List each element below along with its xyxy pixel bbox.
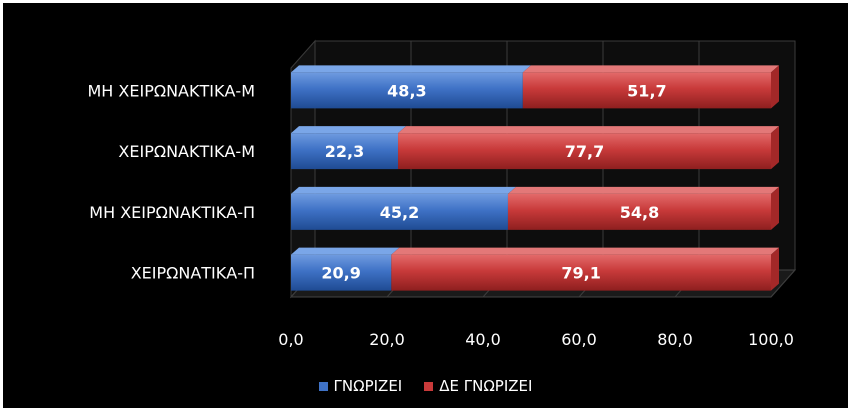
bar-end-face xyxy=(771,247,779,291)
data-label: 45,2 xyxy=(380,203,419,222)
bar-top-face xyxy=(291,65,531,73)
bar-top-face xyxy=(291,186,516,194)
bar-segment: 20,9 xyxy=(291,247,400,291)
bar-end-face xyxy=(771,126,779,170)
bar-segment: 45,2 xyxy=(291,186,516,230)
bar-top-face xyxy=(522,65,779,73)
legend-item-de-gnorizei: ΔΕ ΓΝΩΡΙΖΕΙ xyxy=(424,377,532,395)
bar-front-face xyxy=(291,133,399,170)
bars: 48,3 51,7 22,3 77,7 45,2 54,8 20,9 79,1 xyxy=(291,65,779,291)
legend-swatch-blue xyxy=(318,381,328,391)
bar-front-face xyxy=(291,254,392,291)
category-label: ΧΕΙΡΩΝΑΚΤΙΚΑ-Μ xyxy=(118,142,255,161)
bar-segment: 22,3 xyxy=(291,126,407,170)
x-tick-label: 80,0 xyxy=(657,330,693,349)
legend: ΓΝΩΡΙΖΕΙ ΔΕ ΓΝΩΡΙΖΕΙ xyxy=(3,377,848,395)
bar-end-face xyxy=(771,186,779,230)
bar-front-face xyxy=(291,193,508,230)
bar-chart: 48,3 51,7 22,3 77,7 45,2 54,8 20,9 79,1 ΜΗ ΧΕΙΡ… xyxy=(88,39,797,349)
legend-item-gnorizei: ΓΝΩΡΙΖΕΙ xyxy=(318,377,403,395)
category-label: ΜΗ ΧΕΙΡΩΝΑΚΤΙΚΑ-Μ xyxy=(88,81,256,100)
x-tick-label: 40,0 xyxy=(465,330,501,349)
bar-segment: 79,1 xyxy=(391,247,779,291)
legend-label-gnorizei: ΓΝΩΡΙΖΕΙ xyxy=(333,377,403,395)
legend-swatch-red xyxy=(424,381,434,391)
data-label: 48,3 xyxy=(387,81,426,100)
x-tick-label: 60,0 xyxy=(561,330,597,349)
bar-front-face xyxy=(291,72,523,109)
data-label: 54,8 xyxy=(620,203,659,222)
bar-front-face xyxy=(391,254,771,291)
bar-end-face xyxy=(771,65,779,109)
x-tick-label: 20,0 xyxy=(369,330,405,349)
bar-segment: 77,7 xyxy=(398,126,779,170)
bar-front-face xyxy=(522,72,771,109)
bar-top-face xyxy=(507,186,779,194)
x-tick-label: 0,0 xyxy=(278,330,303,349)
x-tick-label: 100,0 xyxy=(748,330,794,349)
floor-gridline xyxy=(770,269,796,298)
data-label: 20,9 xyxy=(321,264,360,283)
data-label: 22,3 xyxy=(325,142,364,161)
category-labels: ΜΗ ΧΕΙΡΩΝΑΚΤΙΚΑ-Μ ΧΕΙΡΩΝΑΚΤΙΚΑ-Μ ΜΗ ΧΕΙΡΩΝ… xyxy=(88,81,256,282)
bar-top-face xyxy=(398,126,779,134)
category-label: ΜΗ ΧΕΙΡΩΝΑΚΤΙΚΑ-Π xyxy=(89,203,255,222)
bar-front-face xyxy=(507,193,771,230)
legend-label-de-gnorizei: ΔΕ ΓΝΩΡΙΖΕΙ xyxy=(439,377,533,395)
data-label: 79,1 xyxy=(561,264,600,283)
bar-segment: 48,3 xyxy=(291,65,531,109)
data-label: 51,7 xyxy=(627,81,666,100)
category-label: ΧΕΙΡΩΝΑΤΙΚΑ-Π xyxy=(131,264,255,283)
bar-top-face xyxy=(291,247,400,255)
bar-top-face xyxy=(291,126,407,134)
chart-frame: 48,3 51,7 22,3 77,7 45,2 54,8 20,9 79,1 ΜΗ ΧΕΙΡ… xyxy=(3,3,848,408)
x-tick-labels: 0,0 20,0 40,0 60,0 80,0 100,0 xyxy=(278,330,794,349)
bar-front-face xyxy=(398,133,771,170)
bar-segment: 51,7 xyxy=(522,65,779,109)
bar-segment: 54,8 xyxy=(507,186,779,230)
data-label: 77,7 xyxy=(565,142,604,161)
bar-top-face xyxy=(391,247,779,255)
